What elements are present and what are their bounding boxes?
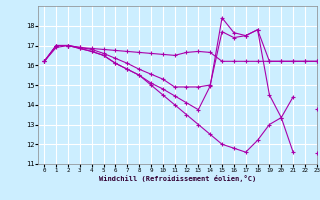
X-axis label: Windchill (Refroidissement éolien,°C): Windchill (Refroidissement éolien,°C) [99,175,256,182]
